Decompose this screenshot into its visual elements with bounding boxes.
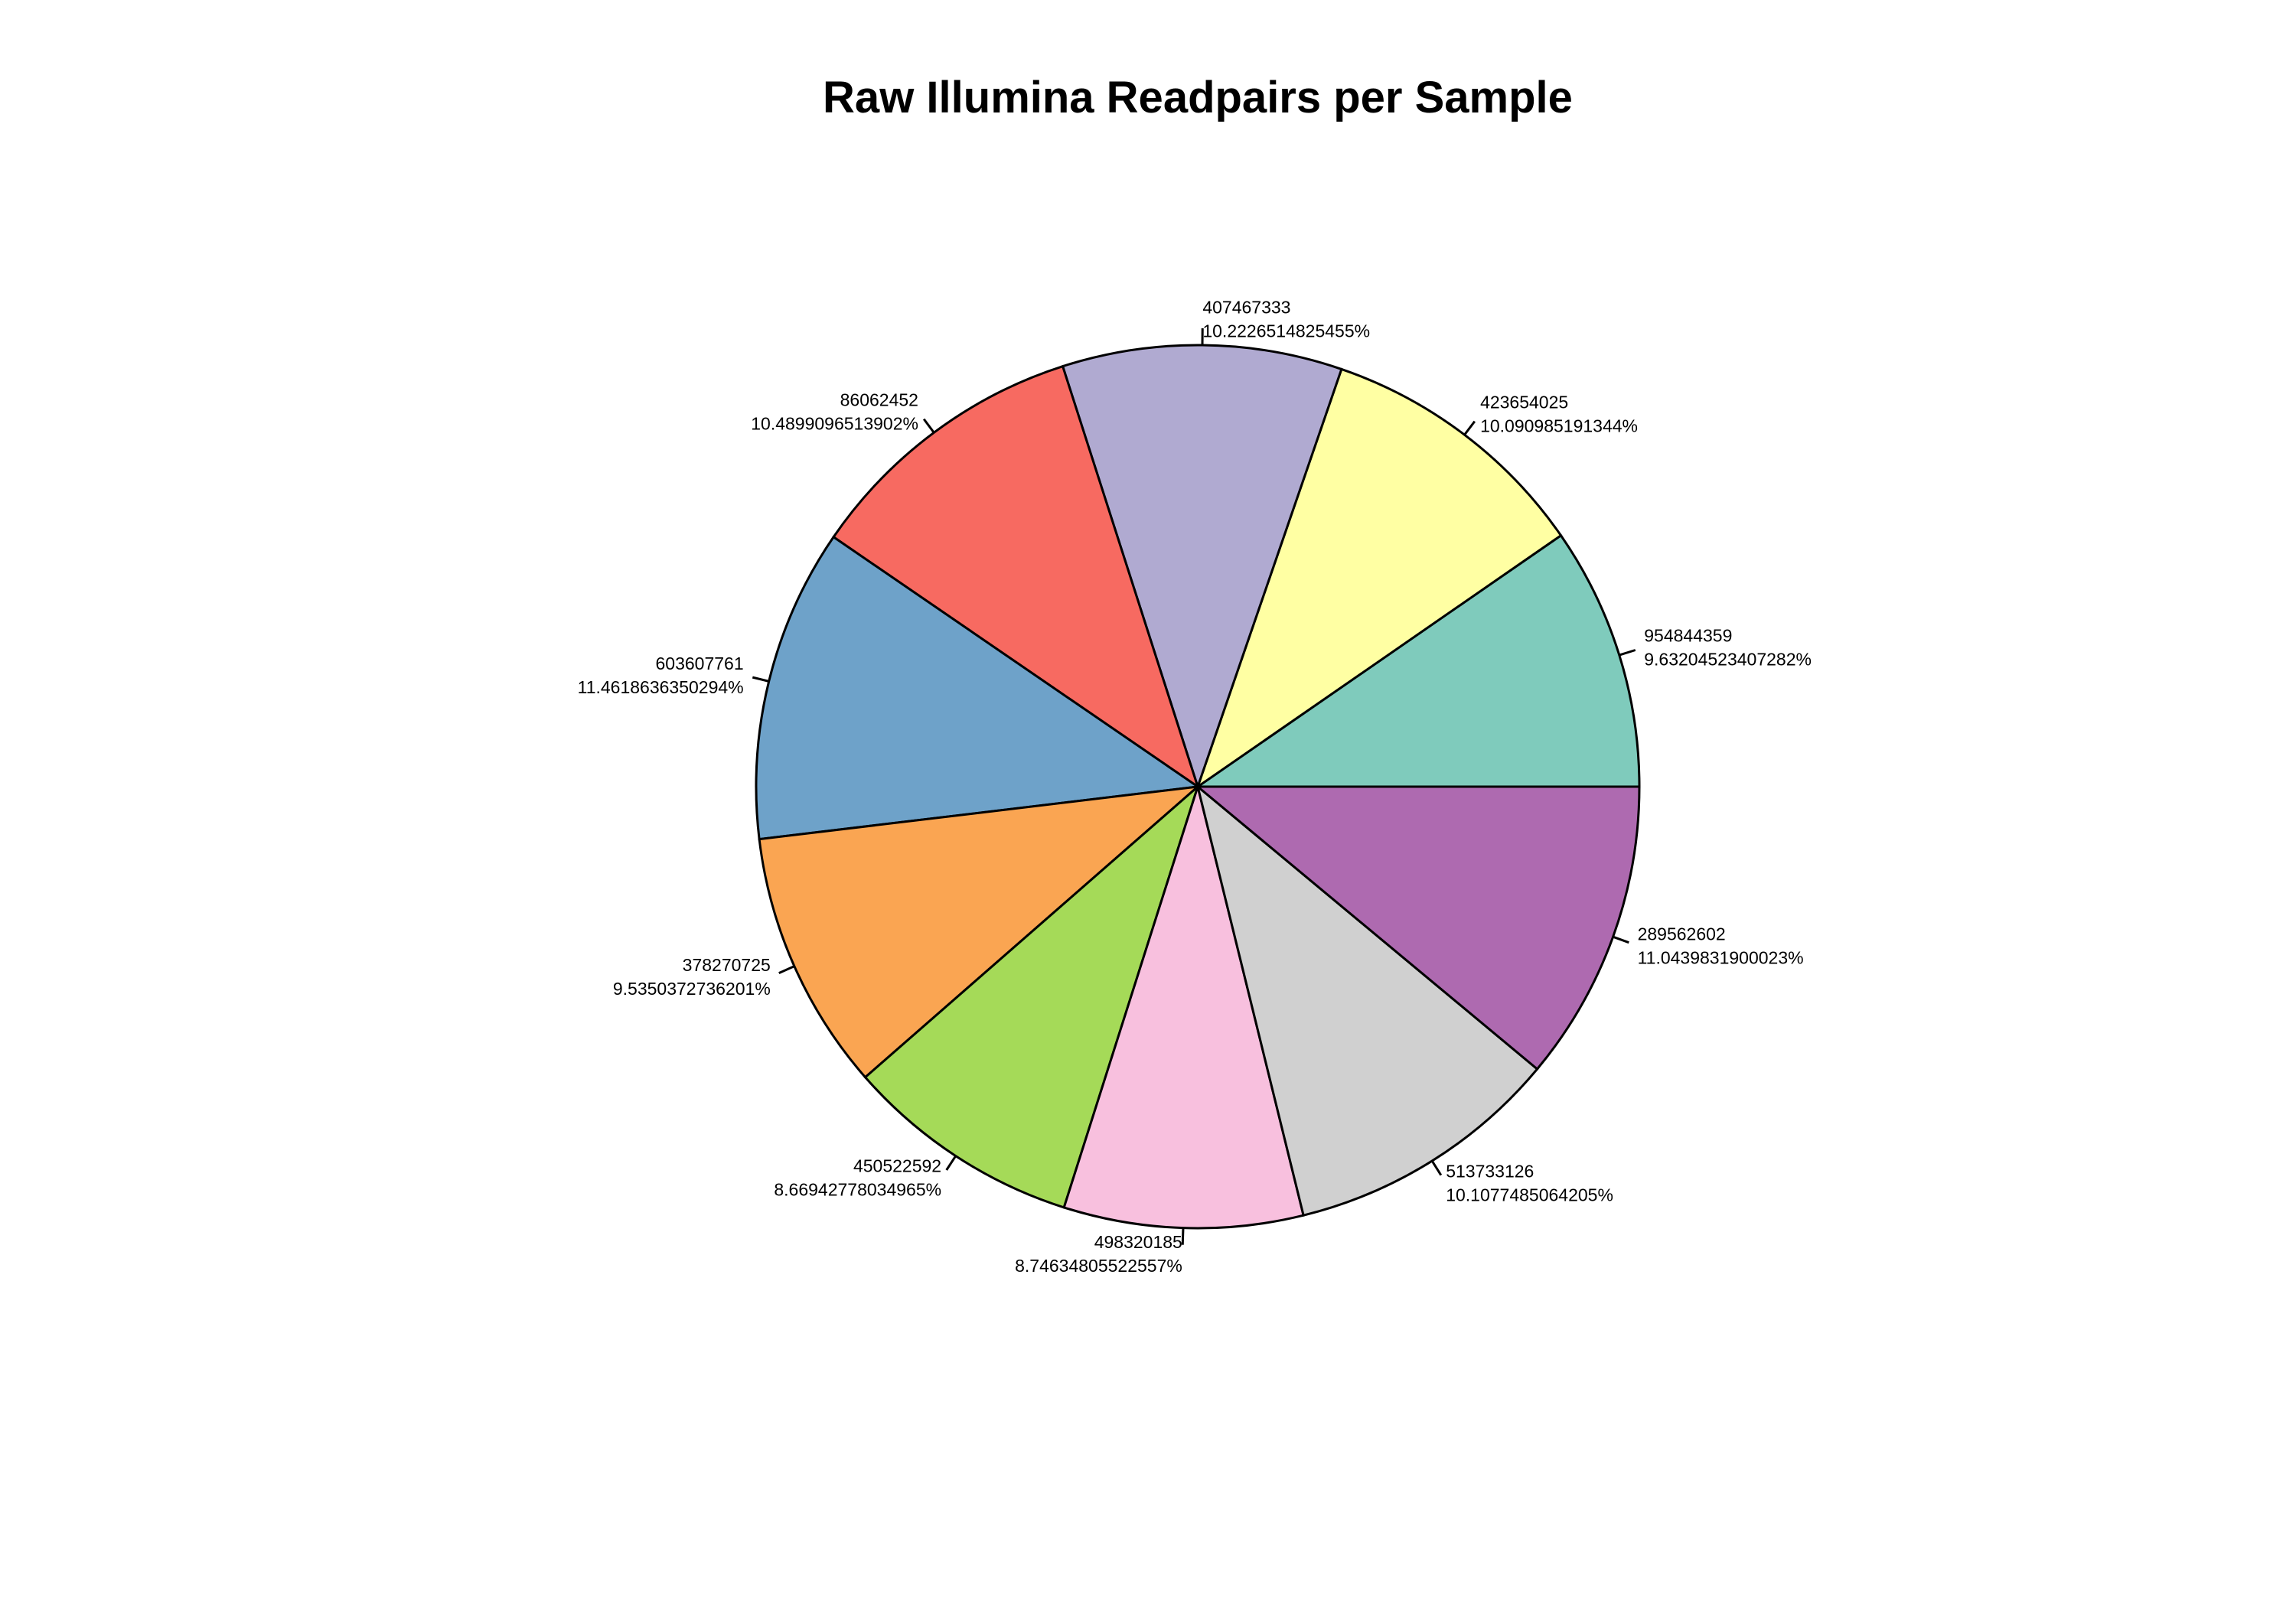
chart-title: Raw Illumina Readpairs per Sample — [823, 73, 1573, 122]
slice-count-label: 498320185 — [1094, 1232, 1182, 1252]
slice-label: 86062452 10.4899096513902% — [751, 390, 918, 434]
slice-percent-label: 8.74634805522557% — [1015, 1256, 1182, 1276]
slice-percent-label: 9.63204523407282% — [1644, 649, 1812, 669]
leader-line — [1463, 420, 1476, 436]
pie-slice-513733126 — [1195, 783, 1539, 1217]
slice-label: 954844359 9.63204523407282% — [1644, 625, 1812, 669]
slice-label: 450522592 8.66942778034965% — [774, 1156, 941, 1200]
leader-line — [778, 965, 795, 974]
pie-slice-407467333 — [1061, 344, 1343, 790]
slice-percent-label: 9.5350372736201% — [613, 979, 771, 999]
pie-slice-86062452 — [832, 364, 1200, 790]
slice-percent-label: 10.090985191344% — [1480, 416, 1638, 436]
slice-label: 423654025 10.090985191344% — [1480, 393, 1638, 436]
slice-label: 378270725 9.5350372736201% — [613, 955, 771, 999]
slice-count-label: 423654025 — [1480, 393, 1568, 412]
slice-label: 289562602 11.0439831900023% — [1638, 924, 1804, 967]
leader-line — [1181, 1227, 1185, 1245]
slice-count-label: 407467333 — [1202, 298, 1290, 318]
slice-percent-label: 10.4899096513902% — [751, 414, 918, 434]
leader-line — [922, 418, 935, 434]
leader-line — [945, 1155, 957, 1171]
slice-label: 603607761 11.4618636350294% — [578, 654, 744, 697]
slice-count-label: 603607761 — [656, 654, 744, 673]
slice-percent-label: 8.66942778034965% — [774, 1180, 941, 1200]
slice-count-label: 954844359 — [1644, 625, 1732, 645]
slice-label: 513733126 10.1077485064205% — [1446, 1161, 1613, 1204]
slice-percent-label: 11.0439831900023% — [1638, 947, 1804, 967]
pie-slices — [755, 344, 1641, 1230]
slice-label: 498320185 8.74634805522557% — [1015, 1232, 1182, 1276]
slice-label: 407467333 10.2226514825455% — [1202, 298, 1370, 341]
slice-count-label: 450522592 — [853, 1156, 941, 1176]
leader-line — [752, 676, 770, 683]
leader-line — [1430, 1160, 1443, 1176]
slice-count-label: 86062452 — [840, 390, 918, 410]
slice-percent-label: 10.2226514825455% — [1202, 321, 1370, 341]
slice-percent-label: 10.1077485064205% — [1446, 1185, 1613, 1204]
pie-slice-423654025 — [1195, 367, 1563, 790]
leader-line — [1613, 935, 1629, 944]
slice-percent-label: 11.4618636350294% — [578, 677, 744, 697]
slice-count-label: 513733126 — [1446, 1161, 1534, 1181]
pie-slice-289562602 — [1194, 785, 1641, 1071]
pie-slice-603607761 — [755, 535, 1202, 841]
pie-labels: 954844359 9.63204523407282% 423654025 10.09… — [578, 298, 1812, 1276]
leader-line — [1619, 649, 1636, 657]
slice-count-label: 289562602 — [1638, 924, 1726, 944]
slice-count-label: 378270725 — [683, 955, 771, 975]
